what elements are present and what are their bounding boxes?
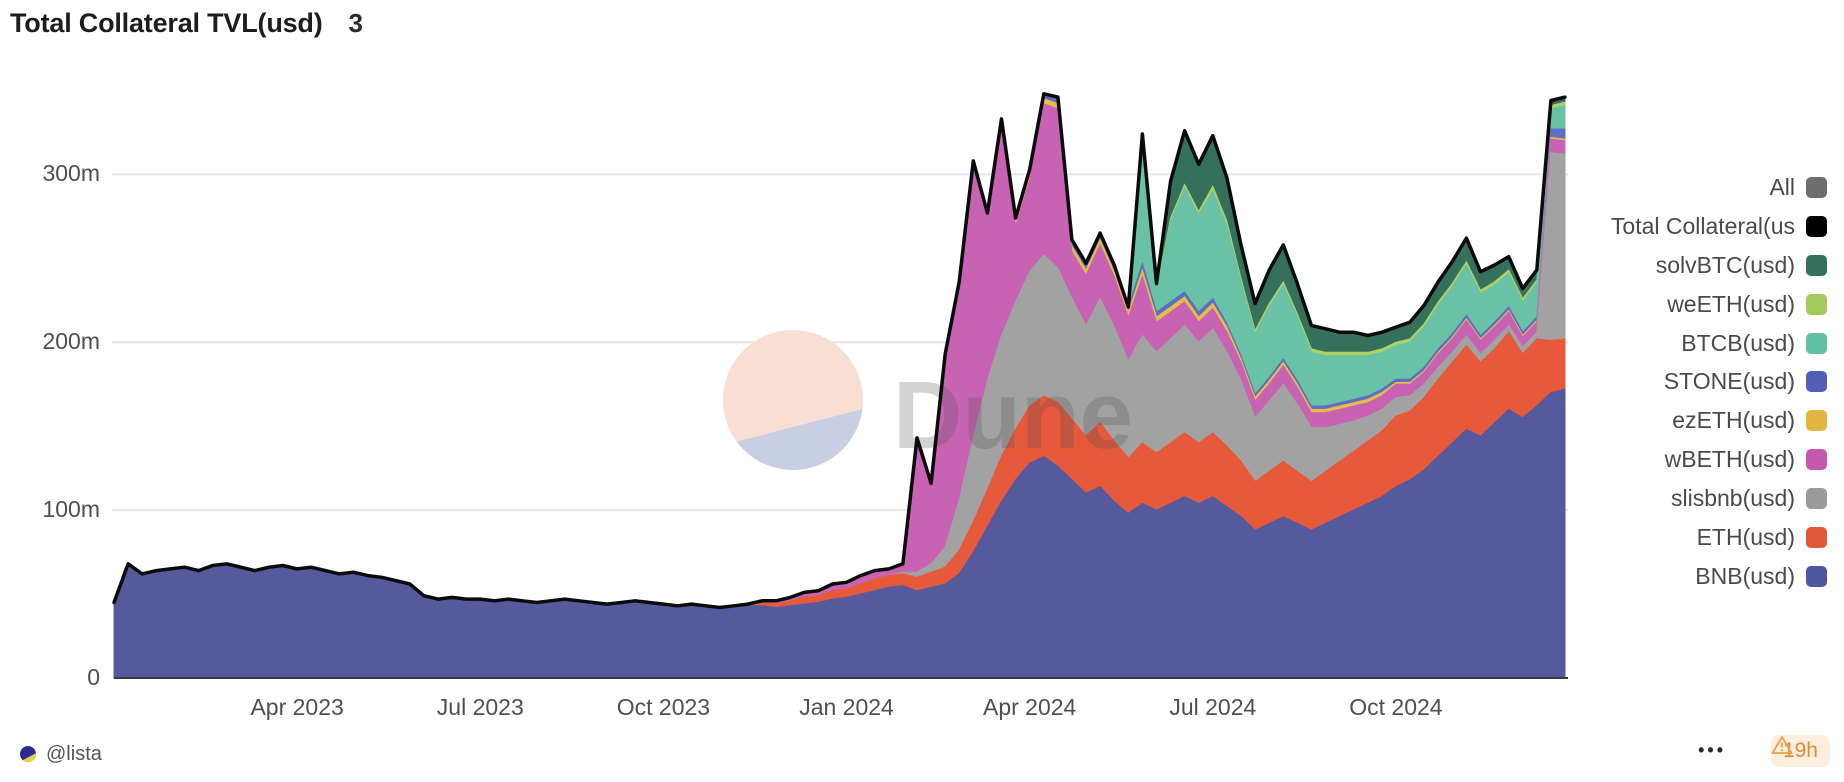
x-tick-Apr-2024: Apr 2024	[983, 694, 1076, 721]
x-tick-Apr-2023: Apr 2023	[250, 694, 343, 721]
legend-color-chip	[1806, 255, 1827, 276]
dune-watermark-text: Dune	[893, 362, 1133, 469]
dune-logo-icon	[18, 744, 38, 764]
y-tick-0: 0	[12, 664, 100, 691]
author-handle: @lista	[46, 743, 102, 766]
legend-label: BNB(usd)	[1695, 563, 1795, 590]
legend-color-chip	[1806, 410, 1827, 431]
legend-color-chip	[1806, 216, 1827, 237]
legend-item-eth-usd-[interactable]: ETH(usd)	[1611, 518, 1827, 557]
y-tick-100m: 100m	[12, 496, 100, 523]
x-tick-Jul-2023: Jul 2023	[437, 694, 524, 721]
legend-item-slisbnb-usd-[interactable]: slisbnb(usd)	[1611, 479, 1827, 518]
warning-icon	[1771, 735, 1793, 755]
legend-item-bnb-usd-[interactable]: BNB(usd)	[1611, 557, 1827, 596]
legend-label: weETH(usd)	[1667, 291, 1795, 318]
legend-label: STONE(usd)	[1664, 368, 1795, 395]
legend-color-chip	[1806, 333, 1827, 354]
legend-color-chip	[1806, 371, 1827, 392]
legend-color-chip	[1806, 566, 1827, 587]
dune-chart-widget: { "header": { "title": "Total Collateral…	[0, 0, 1844, 782]
data-age-badge[interactable]: 19h	[1771, 735, 1830, 767]
y-tick-200m: 200m	[12, 328, 100, 355]
more-options-button[interactable]: •••	[1698, 740, 1726, 761]
legend-label: solvBTC(usd)	[1656, 252, 1795, 279]
legend-label: ezETH(usd)	[1672, 407, 1795, 434]
legend-color-chip	[1806, 177, 1827, 198]
x-tick-Oct-2023: Oct 2023	[617, 694, 710, 721]
legend-color-chip	[1806, 294, 1827, 315]
legend-item-wbeth-usd-[interactable]: wBETH(usd)	[1611, 440, 1827, 479]
stacked-area-chart[interactable]: Dune	[0, 0, 1844, 782]
legend-item-all[interactable]: All	[1611, 168, 1827, 207]
x-tick-Jan-2024: Jan 2024	[799, 694, 894, 721]
y-tick-300m: 300m	[12, 160, 100, 187]
legend-item-total-collateral-us[interactable]: Total Collateral(us	[1611, 207, 1827, 246]
legend-label: wBETH(usd)	[1665, 446, 1795, 473]
legend-label: slisbnb(usd)	[1671, 485, 1795, 512]
footer: @lista ••• 19h	[0, 730, 1844, 782]
legend-item-btcb-usd-[interactable]: BTCB(usd)	[1611, 324, 1827, 363]
legend-item-weeth-usd-[interactable]: weETH(usd)	[1611, 285, 1827, 324]
legend-color-chip	[1806, 449, 1827, 470]
x-tick-Jul-2024: Jul 2024	[1169, 694, 1256, 721]
legend-item-solvbtc-usd-[interactable]: solvBTC(usd)	[1611, 246, 1827, 285]
legend-label: All	[1769, 174, 1795, 201]
legend-label: ETH(usd)	[1697, 524, 1795, 551]
legend-color-chip	[1806, 488, 1827, 509]
legend-color-chip	[1806, 527, 1827, 548]
x-tick-Oct-2024: Oct 2024	[1349, 694, 1442, 721]
legend-label: BTCB(usd)	[1681, 330, 1795, 357]
legend-label: Total Collateral(us	[1611, 213, 1795, 240]
legend-item-ezeth-usd-[interactable]: ezETH(usd)	[1611, 401, 1827, 440]
legend-item-stone-usd-[interactable]: STONE(usd)	[1611, 362, 1827, 401]
chart-legend: All Total Collateral(us solvBTC(usd) weETH(…	[1611, 168, 1827, 596]
